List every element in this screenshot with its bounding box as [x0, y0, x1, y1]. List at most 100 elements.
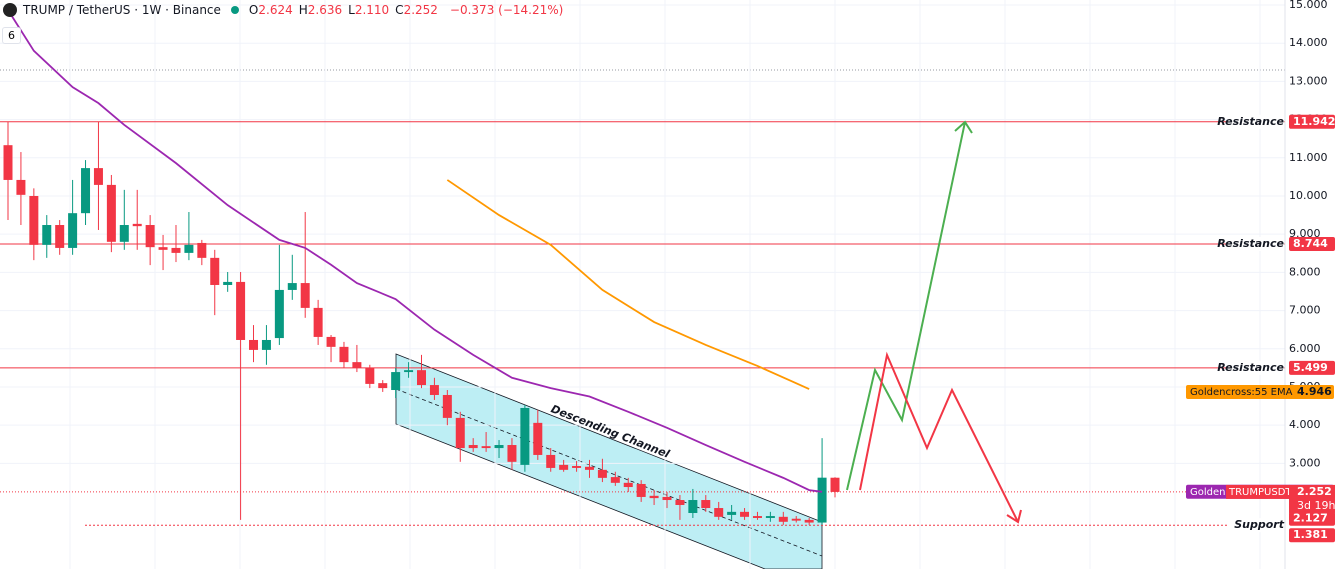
candle-body: [378, 383, 388, 389]
status-dot: [230, 6, 239, 14]
candle-body: [830, 477, 840, 492]
candle-body: [429, 385, 439, 395]
extra-price: 2.127: [1293, 512, 1328, 525]
indicators-count: 6: [8, 29, 15, 42]
candle-body: [520, 407, 530, 465]
candle-body: [546, 454, 556, 468]
candle-body: [455, 417, 465, 449]
symbol: TRUMP / TetherUS · 1W · Binance: [23, 3, 221, 17]
candle-body: [29, 195, 39, 245]
candle-body: [404, 370, 414, 373]
level-label: Resistance: [1217, 237, 1284, 250]
ohlc-value: 2.636: [307, 3, 343, 17]
candle-body: [339, 346, 349, 363]
channel-midline: [395, 388, 823, 557]
candle-body: [223, 281, 233, 285]
candle-body: [649, 495, 659, 499]
ohlc-key: H: [298, 3, 308, 17]
candle-body: [16, 179, 26, 195]
candle-body: [714, 508, 724, 517]
ema-name: Goldencross:55 EMA: [1190, 387, 1293, 398]
level-value: 1.381: [1293, 528, 1328, 541]
price-value: 2.252: [1297, 485, 1332, 498]
candle-body: [597, 469, 607, 478]
candle-body: [68, 213, 78, 248]
level-label-bg: [1228, 114, 1284, 129]
ema-line: [7, 9, 823, 493]
ema-label-bg: [1186, 385, 1334, 400]
candle-body: [184, 244, 194, 253]
symbol-logo: [3, 3, 17, 17]
candle-body: [752, 516, 762, 518]
candle-body: [42, 225, 52, 245]
candle-body: [417, 370, 426, 386]
green-arrow: [846, 121, 966, 491]
extra-price-bg: [1289, 511, 1335, 526]
level-value: 11.942: [1293, 115, 1335, 128]
y-tick-label: 8.000: [1289, 265, 1321, 278]
candle-body: [119, 225, 129, 242]
candle-body: [610, 477, 620, 483]
candle-body: [197, 242, 207, 258]
y-tick-label: 3.000: [1289, 456, 1321, 469]
plot: Resistance Resistance Resistance Support: [0, 9, 1285, 533]
candle-body: [106, 184, 116, 242]
ema-value: 4.946: [1297, 385, 1332, 398]
y-tick-label: 15.000: [1289, 0, 1328, 11]
candle-body: [559, 464, 569, 470]
candle-body: [494, 445, 504, 449]
countdown: 3d 19h: [1297, 499, 1335, 512]
level-value: 8.744: [1293, 237, 1328, 250]
candle-body: [261, 339, 271, 350]
candle-body: [572, 466, 582, 468]
candle-body: [287, 283, 297, 290]
ohlc-key: L: [348, 3, 355, 17]
y-tick-label: 7.000: [1289, 304, 1321, 317]
level-value-bg: [1289, 528, 1335, 543]
price-axis: 3.0004.0005.0006.0007.0008.0009.00010.00…: [1186, 0, 1335, 543]
candle-body: [675, 500, 685, 505]
candle-body: [145, 225, 155, 248]
candle-body: [313, 307, 323, 337]
candle-body: [740, 511, 750, 517]
candle-body: [274, 289, 284, 339]
ohlc-key: O: [248, 3, 259, 17]
ohlc-key: C: [395, 3, 404, 17]
y-tick-label: 9.000: [1289, 227, 1321, 240]
candle-body: [3, 145, 13, 180]
candle-body: [727, 511, 737, 515]
level-label-bg: [1228, 360, 1284, 375]
candle-body: [300, 283, 310, 308]
candle-body: [623, 482, 633, 488]
candle-body: [688, 500, 698, 514]
red-arrowhead: [1006, 509, 1022, 524]
candle-body: [132, 223, 142, 227]
y-tick-label: 10.000: [1289, 189, 1328, 202]
candle-body: [804, 519, 814, 523]
ohlc-value: 2.110: [354, 3, 390, 17]
price-name: TRUMPUSDT: [1228, 487, 1292, 498]
level-value-bg: [1289, 360, 1335, 375]
legend-header: TRUMP / TetherUS · 1W · Binance O2.624 H2…: [0, 3, 569, 17]
grid: [0, 0, 1285, 569]
candle-body: [701, 500, 711, 509]
candle-body: [55, 225, 65, 248]
candle-body: [817, 477, 827, 523]
candle-body: [533, 422, 543, 455]
y-tick-label: 11.000: [1289, 151, 1328, 164]
y-tick-label: 4.000: [1289, 418, 1321, 431]
y-tick-label: 13.000: [1289, 74, 1328, 87]
level-value: 5.499: [1293, 361, 1328, 374]
ema-line: [446, 179, 810, 390]
y-tick-label: 6.000: [1289, 342, 1321, 355]
ohlc-value: 2.252: [403, 3, 438, 17]
level-value-bg: [1289, 114, 1335, 129]
ohlc: O2.624 H2.636 L2.110 C2.252: [249, 3, 444, 17]
level-label: Support: [1234, 518, 1284, 531]
y-tick-label: 14.000: [1289, 36, 1328, 49]
candle-body: [442, 394, 452, 418]
indicators-toggle[interactable]: 6: [2, 27, 21, 44]
